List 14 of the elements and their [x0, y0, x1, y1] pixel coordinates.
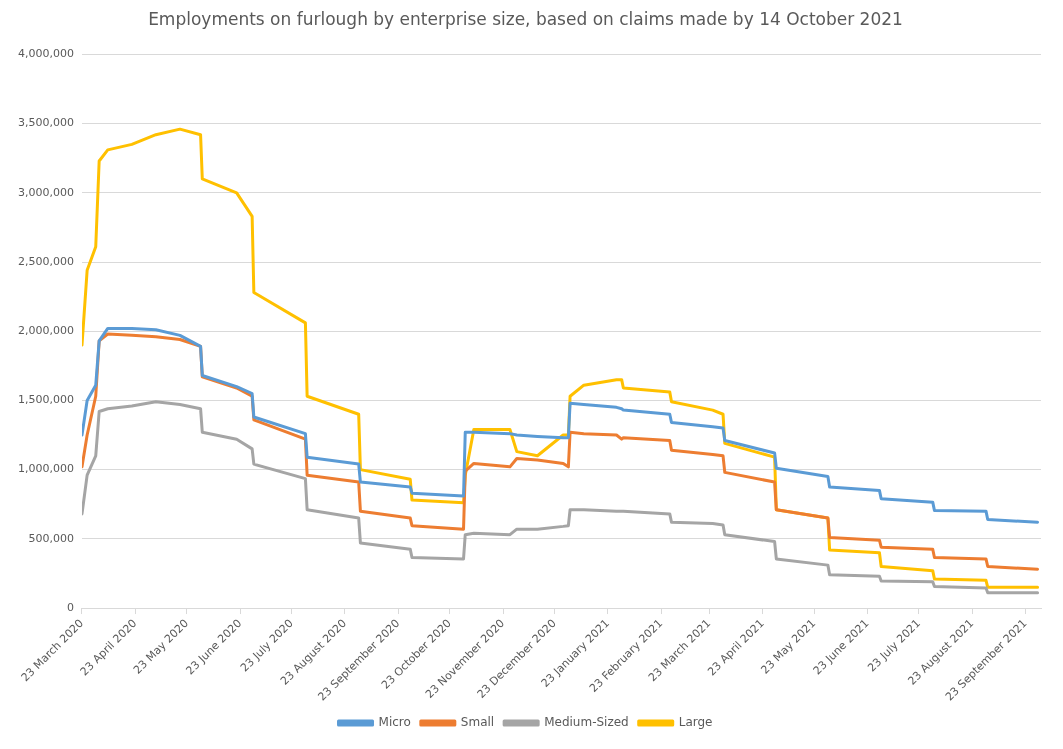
legend-label: Large — [678, 715, 713, 730]
y-tick-label: 4,000,000 — [18, 47, 74, 61]
y-tick-label: 3,500,000 — [18, 116, 74, 130]
y-tick-label: 500,000 — [28, 531, 74, 545]
y-tick-label: 2,000,000 — [18, 324, 74, 338]
legend-label: Small — [460, 715, 495, 730]
y-tick-label: 1,000,000 — [18, 462, 74, 476]
legend-label: Micro — [378, 715, 411, 730]
y-tick-label: 0 — [66, 600, 74, 614]
chart-title: Employments on furlough by enterprise size, based on claims made by 14 October 2021 — [148, 8, 903, 29]
y-tick-label: 1,500,000 — [18, 393, 74, 407]
y-tick-label: 3,000,000 — [18, 185, 74, 199]
legend-label: Medium-Sized — [544, 715, 629, 730]
y-tick-label: 2,500,000 — [18, 254, 74, 268]
